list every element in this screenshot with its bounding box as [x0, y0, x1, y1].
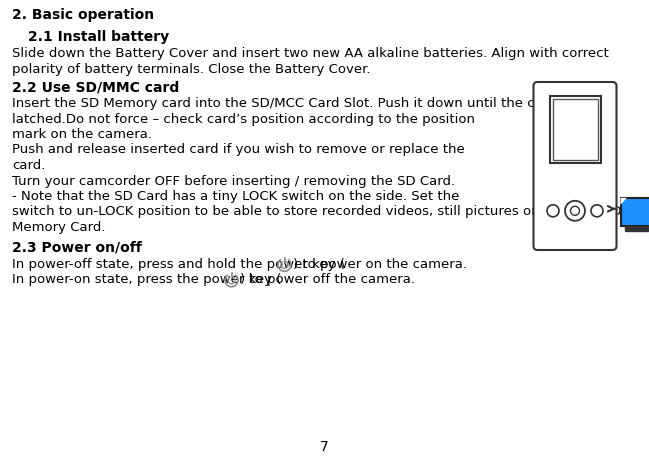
- Text: latched.Do not force – check card’s position according to the position: latched.Do not force – check card’s posi…: [12, 112, 475, 125]
- Text: 2.2 Use SD/MMC card: 2.2 Use SD/MMC card: [12, 81, 179, 95]
- Circle shape: [565, 201, 585, 221]
- Text: Insert the SD Memory card into the SD/MCC Card Slot. Push it down until the card: Insert the SD Memory card into the SD/MC…: [12, 97, 596, 110]
- Text: Memory Card.: Memory Card.: [12, 221, 106, 234]
- FancyBboxPatch shape: [533, 82, 617, 250]
- Text: Push and release inserted card if you wish to remove or replace the: Push and release inserted card if you wi…: [12, 144, 465, 157]
- Text: In power-on state, press the power key (: In power-on state, press the power key (: [12, 274, 282, 287]
- Text: In power-off state, press and hold the power key (: In power-off state, press and hold the p…: [12, 258, 345, 271]
- Text: 2. Basic operation: 2. Basic operation: [12, 8, 154, 22]
- Circle shape: [570, 206, 580, 215]
- Text: - Note that the SD Card has a tiny LOCK switch on the side. Set the: - Note that the SD Card has a tiny LOCK …: [12, 190, 459, 203]
- Text: mark on the camera.: mark on the camera.: [12, 128, 152, 141]
- Text: ) to power off the camera.: ) to power off the camera.: [240, 274, 415, 287]
- Bar: [625, 226, 648, 231]
- Text: 7: 7: [320, 440, 329, 454]
- Bar: [550, 96, 600, 163]
- Text: 2.1 Install battery: 2.1 Install battery: [28, 30, 169, 44]
- Polygon shape: [620, 198, 627, 205]
- Text: 2.3 Power on/off: 2.3 Power on/off: [12, 240, 141, 254]
- Circle shape: [547, 205, 559, 217]
- Circle shape: [591, 205, 603, 217]
- Text: polarity of battery terminals. Close the Battery Cover.: polarity of battery terminals. Close the…: [12, 63, 371, 76]
- Text: ) to power on the camera.: ) to power on the camera.: [293, 258, 467, 271]
- Text: Slide down the Battery Cover and insert two new AA alkaline batteries. Align wit: Slide down the Battery Cover and insert …: [12, 48, 609, 61]
- Bar: [552, 99, 598, 160]
- Bar: [620, 198, 649, 226]
- Text: Turn your camcorder OFF before inserting / removing the SD Card.: Turn your camcorder OFF before inserting…: [12, 174, 455, 187]
- Text: card.: card.: [12, 159, 45, 172]
- Text: switch to un-LOCK position to be able to store recorded videos, still pictures o: switch to un-LOCK position to be able to…: [12, 206, 622, 219]
